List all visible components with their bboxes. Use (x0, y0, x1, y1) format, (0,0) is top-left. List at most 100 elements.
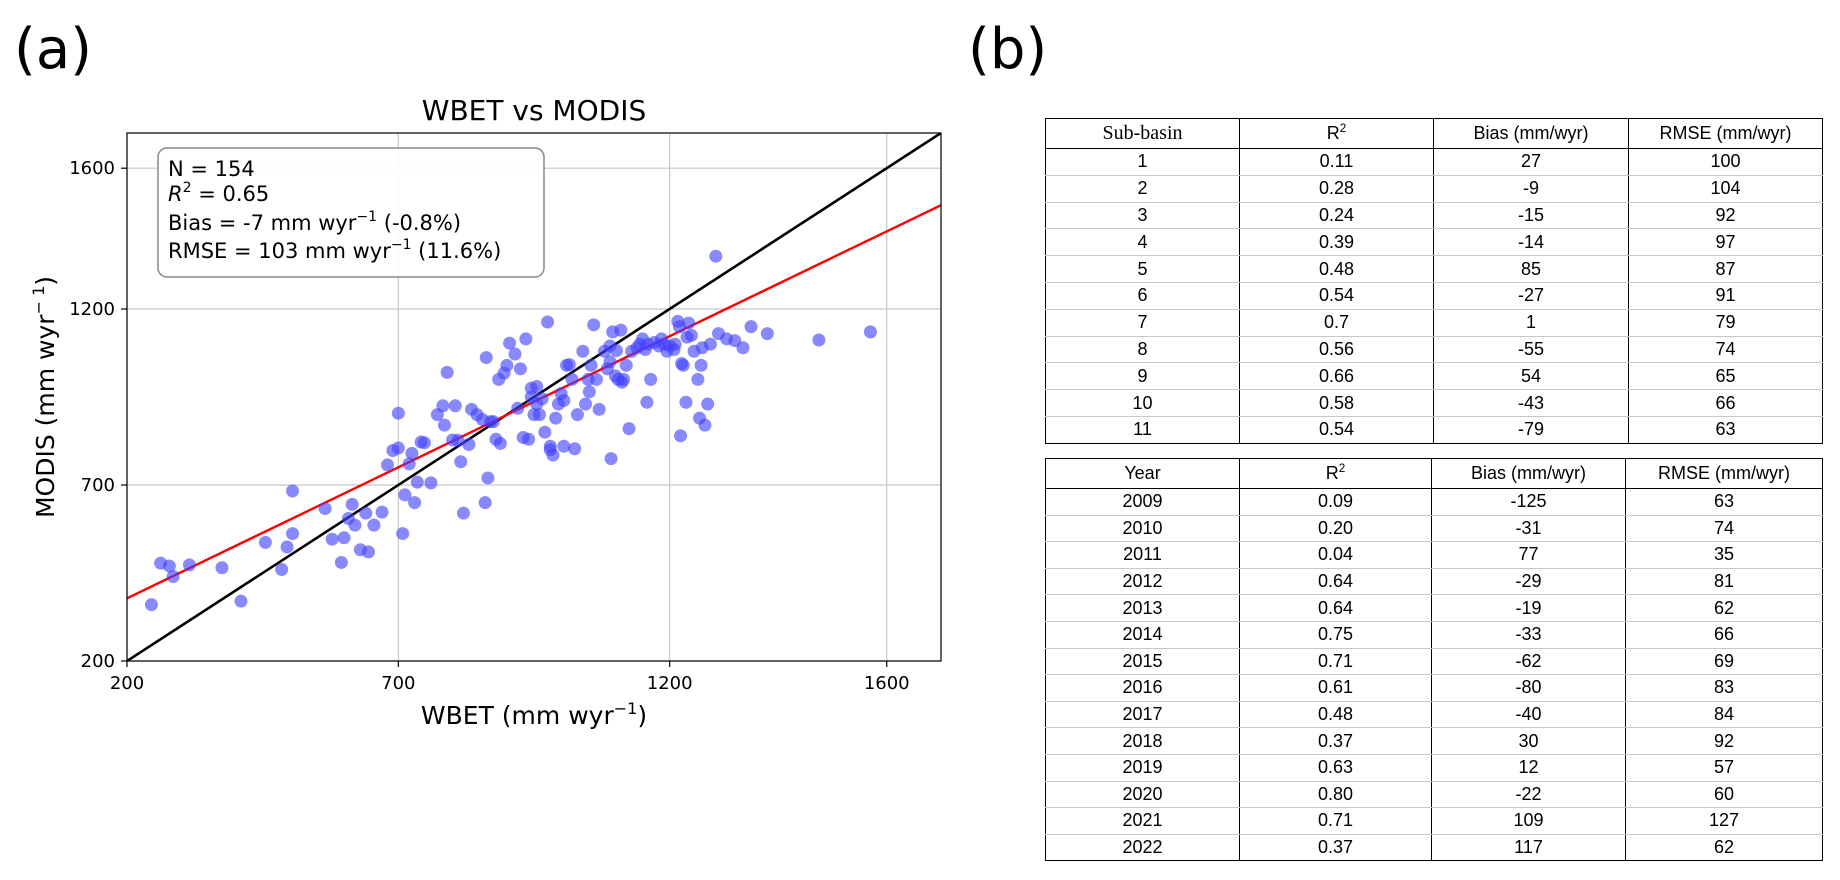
x-tick-label: 1200 (647, 673, 693, 694)
year-row: 2015 0.71 -62 69 (1045, 648, 1823, 676)
data-point (286, 484, 300, 498)
year-row-rmse-cell: 81 (1625, 568, 1823, 596)
data-point (682, 316, 696, 330)
data-point (701, 397, 715, 411)
year-row-rmse-cell: 66 (1625, 621, 1823, 649)
subbasin-row-id-cell: 6 (1045, 282, 1240, 310)
year-row-id-cell: 2014 (1045, 621, 1240, 649)
data-point (380, 458, 394, 472)
data-point (535, 392, 549, 406)
data-point (582, 385, 596, 399)
year-row-rmse-cell: 62 (1625, 834, 1823, 862)
year-row-id-cell: 2013 (1045, 594, 1240, 622)
year-row-rmse-cell: 127 (1625, 807, 1823, 835)
year-row-r2-cell: 0.20 (1239, 515, 1432, 543)
year-row: 2016 0.61 -80 83 (1045, 674, 1823, 702)
data-point (676, 358, 690, 372)
data-point (576, 344, 590, 358)
data-point (375, 505, 389, 519)
data-point (519, 332, 533, 346)
data-point (541, 315, 555, 329)
data-point (479, 351, 493, 365)
data-point (579, 397, 593, 411)
subbasin-row-rmse-cell: 65 (1628, 362, 1823, 391)
year-row-id-cell: 2021 (1045, 807, 1240, 835)
subbasin-row-id-cell: 2 (1045, 175, 1240, 203)
data-point (348, 518, 362, 532)
subbasin-header-r2: R2 (1239, 118, 1434, 149)
stats-rmse: RMSE = 103 mm wyr−1 (11.6%) (168, 237, 501, 263)
data-point (604, 452, 618, 466)
data-point (619, 358, 633, 372)
subbasin-row-rmse-cell: 79 (1628, 309, 1823, 337)
data-point (359, 506, 373, 520)
data-point (584, 358, 598, 372)
data-point (674, 429, 688, 443)
subbasin-row-id-cell: 10 (1045, 389, 1240, 417)
data-point (562, 358, 576, 372)
data-point (334, 555, 348, 569)
subbasin-row-id-cell: 9 (1045, 362, 1240, 391)
year-row-r2-cell: 0.64 (1239, 594, 1432, 622)
year-row-bias-cell: -31 (1431, 515, 1626, 543)
year-row-bias-cell: -19 (1431, 594, 1626, 622)
data-point (410, 475, 424, 489)
year-row-id-cell: 2018 (1045, 727, 1240, 755)
subbasin-row-id-cell: 8 (1045, 336, 1240, 364)
data-point (709, 249, 723, 263)
data-point (437, 418, 451, 432)
point-layer (144, 249, 877, 612)
data-point (508, 347, 522, 361)
year-row-r2-cell: 0.63 (1239, 754, 1432, 782)
data-point (391, 406, 405, 420)
subbasin-row-r2-cell: 0.54 (1239, 416, 1434, 444)
year-row-bias-cell: 77 (1431, 541, 1626, 569)
year-row-rmse-cell: 69 (1625, 648, 1823, 676)
year-row-rmse-cell: 62 (1625, 594, 1823, 622)
data-point (603, 355, 617, 369)
data-point (614, 323, 628, 337)
year-row-id-cell: 2011 (1045, 541, 1240, 569)
year-row-id-cell: 2020 (1045, 781, 1240, 809)
year-row: 2010 0.20 -31 74 (1045, 515, 1823, 543)
subbasin-row-r2-cell: 0.56 (1239, 336, 1434, 364)
year-row: 2020 0.80 -22 60 (1045, 781, 1823, 809)
year-row-r2-cell: 0.71 (1239, 807, 1432, 835)
data-point (493, 436, 507, 450)
data-point (391, 441, 405, 455)
year-row-bias-cell: 109 (1431, 807, 1626, 835)
year-row: 2022 0.37 117 62 (1045, 834, 1823, 862)
data-point (440, 365, 454, 379)
subbasin-row: 3 0.24 -15 92 (1045, 202, 1823, 230)
data-point (589, 372, 603, 386)
data-point (361, 545, 375, 559)
data-point (405, 446, 419, 460)
data-point (408, 496, 422, 510)
year-row-rmse-cell: 63 (1625, 488, 1823, 516)
year-row-bias-cell: -22 (1431, 781, 1626, 809)
year-header-r2: R2 (1239, 458, 1432, 489)
data-point (609, 344, 623, 358)
subbasin-row-rmse-cell: 92 (1628, 202, 1823, 230)
subbasin-row-bias-cell: 27 (1433, 148, 1629, 176)
year-row-bias-cell: -40 (1431, 701, 1626, 729)
data-point (144, 598, 158, 612)
subbasin-row-bias-cell: 54 (1433, 362, 1629, 391)
chart-title: WBET vs MODIS (422, 94, 646, 127)
subbasin-row: 2 0.28 -9 104 (1045, 175, 1823, 203)
subbasin-row-r2-cell: 0.54 (1239, 282, 1434, 310)
subbasin-row: 10 0.58 -43 66 (1045, 389, 1823, 417)
data-point (703, 337, 717, 351)
data-point (557, 394, 571, 408)
subbasin-row: 8 0.56 -55 74 (1045, 336, 1823, 364)
x-tick-label: 200 (110, 673, 144, 694)
subbasin-row-id-cell: 3 (1045, 202, 1240, 230)
data-point (640, 395, 654, 409)
subbasin-row: 7 0.7 1 79 (1045, 309, 1823, 337)
data-point (538, 425, 552, 439)
panel-b-label: (b) (968, 17, 1048, 82)
subbasin-row-rmse-cell: 66 (1628, 389, 1823, 417)
stats-r2: R2 = 0.65 (168, 180, 269, 206)
year-row-bias-cell: -33 (1431, 621, 1626, 649)
subbasin-row-rmse-cell: 91 (1628, 282, 1823, 310)
